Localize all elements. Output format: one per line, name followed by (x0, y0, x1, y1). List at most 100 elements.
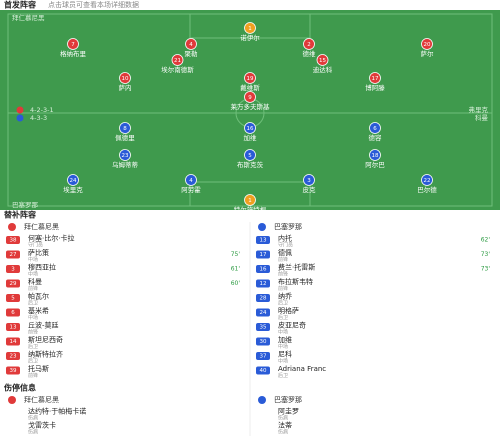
player-name: 皮克 (303, 185, 317, 194)
sub-position: 守门员 (28, 242, 43, 249)
team-name: 巴塞罗那 (274, 222, 302, 231)
sub-name[interactable]: 帕瓦尔 (28, 292, 49, 301)
sub-position: 后卫 (28, 300, 38, 307)
penalty-box (189, 181, 311, 207)
player-number: 18 (372, 153, 379, 159)
number-badge (256, 352, 270, 360)
sub-name[interactable]: 皮亚尼奇 (278, 321, 306, 330)
number-badge (6, 352, 20, 360)
player-number: 4 (189, 42, 193, 48)
player-name: 诺伊尔 (240, 33, 260, 42)
player-shirt[interactable] (119, 72, 131, 84)
number-badge (256, 323, 270, 331)
sub-number: 30 (260, 339, 267, 345)
number-badge (6, 337, 20, 346)
sub-position: 后卫 (28, 343, 38, 350)
number-badge (6, 236, 20, 244)
player-shirt[interactable] (185, 38, 197, 50)
player-number: 2 (307, 42, 311, 48)
section-title: 伤停信息 (3, 383, 36, 393)
sub-position: 后卫 (278, 372, 288, 379)
sub-minute: 75' (231, 251, 241, 258)
sub-name[interactable]: 费兰·托雷斯 (278, 263, 315, 272)
injured-name: 阿圭罗 (278, 407, 299, 416)
sub-name[interactable]: 科曼 (28, 277, 42, 286)
player-shirt[interactable] (369, 122, 381, 134)
player-shirt[interactable] (303, 38, 315, 50)
player-shirt[interactable] (369, 149, 381, 161)
formation: 4-3-3 (30, 114, 47, 122)
player-shirt[interactable] (119, 149, 131, 161)
sub-name[interactable]: 斯坦尼西奇 (28, 335, 63, 344)
player-shirt[interactable] (67, 174, 79, 186)
sub-number: 16 (260, 267, 267, 273)
sub-position: 前锋 (278, 271, 288, 278)
injury-reason: 伤病 (28, 429, 38, 436)
sub-position: 中场 (28, 314, 38, 321)
sub-name[interactable]: Adriana Franc (278, 365, 326, 373)
sub-position: 前锋 (278, 256, 288, 263)
sub-position: 后卫 (278, 300, 288, 307)
number-badge (6, 323, 20, 331)
team-logo (258, 223, 266, 231)
sub-name[interactable]: 托马斯 (28, 364, 49, 373)
sub-name[interactable]: 萨比策 (28, 248, 49, 257)
sub-position: 中场 (278, 343, 288, 350)
player-shirt[interactable] (303, 174, 315, 186)
player-shirt[interactable] (316, 54, 329, 66)
sub-name[interactable]: 加维 (278, 335, 292, 344)
sub-position: 守门员 (278, 242, 293, 249)
sub-name[interactable]: 纳乔 (278, 292, 292, 301)
player-shirt[interactable] (244, 149, 256, 161)
sub-minute: 62' (481, 237, 491, 244)
sub-position: 中场 (28, 271, 38, 278)
player-shirt[interactable] (244, 122, 256, 134)
sub-number: 35 (260, 325, 267, 331)
sub-name[interactable]: 尼科 (278, 350, 292, 359)
player-number: 20 (424, 42, 431, 48)
sub-number: 38 (10, 238, 17, 244)
sub-name[interactable]: 何塞·比尔·卡拉 (28, 234, 74, 243)
player-shirt[interactable] (119, 122, 131, 134)
player-name: 巴尔德 (417, 185, 437, 194)
player-name: 戴维斯 (240, 83, 260, 92)
sub-name[interactable]: 穆西亚拉 (28, 263, 56, 272)
sub-name[interactable]: 内托 (278, 234, 292, 243)
sub-number: 17 (260, 252, 267, 258)
sub-name[interactable]: 丘波-莫廷 (28, 321, 59, 330)
sub-number: 12 (260, 281, 267, 287)
subtitle: 点击球员可查看本场详细数据 (48, 0, 139, 9)
player-shirt[interactable] (421, 174, 433, 186)
player-shirt[interactable] (67, 38, 79, 50)
player-shirt[interactable] (244, 22, 256, 34)
sub-minute: 60' (231, 280, 241, 287)
player-name: 布斯克茨 (237, 160, 264, 169)
player-name: 德容 (369, 133, 383, 142)
player-name: 莱万多夫斯基 (231, 102, 271, 111)
coach: 科曼 (475, 113, 489, 122)
sub-name[interactable]: 布拉斯韦特 (278, 277, 313, 286)
sub-name[interactable]: 纳斯特拉齐 (28, 350, 63, 359)
sub-minute: 73' (481, 266, 491, 273)
player-shirt[interactable] (185, 174, 197, 186)
sub-name[interactable]: 德佩 (278, 248, 292, 257)
player-shirt[interactable] (369, 72, 381, 84)
player-name: 迪达科 (313, 65, 333, 74)
player-number: 15 (319, 58, 326, 64)
team-logo (16, 106, 24, 114)
number-badge (256, 294, 270, 302)
sub-number: 14 (10, 339, 17, 345)
number-badge (6, 366, 20, 375)
player-shirt[interactable] (171, 54, 184, 66)
sub-number: 39 (10, 368, 17, 374)
player-shirt[interactable] (421, 38, 433, 50)
sub-name[interactable]: 基米希 (28, 306, 49, 315)
player-shirt[interactable] (244, 72, 256, 84)
player-name: 佩德里 (115, 133, 135, 142)
player-name: 格纳布里 (60, 49, 87, 58)
sub-name[interactable]: 明格萨 (278, 306, 299, 315)
player-shirt[interactable] (244, 91, 256, 103)
player-shirt[interactable] (244, 194, 256, 206)
sub-number: 28 (260, 296, 267, 302)
player-name: 阿劳霍 (181, 185, 201, 194)
